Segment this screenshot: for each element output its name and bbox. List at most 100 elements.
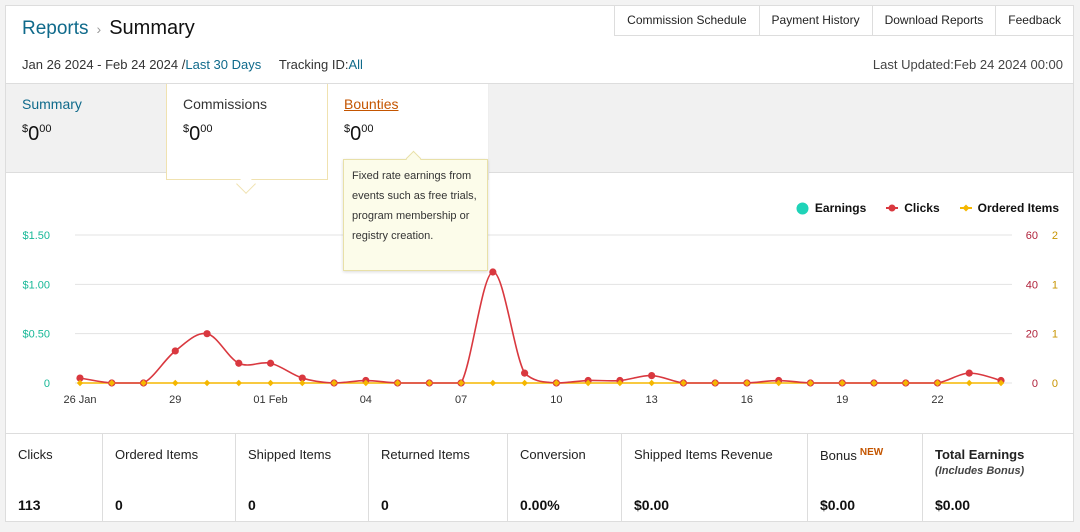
ordered-items-point <box>489 379 497 387</box>
ordered-items-point <box>966 379 973 387</box>
x-tick-label: 19 <box>836 394 848 406</box>
ordered-items-point <box>553 379 560 387</box>
clicks-point <box>298 374 306 382</box>
last-30-days-link[interactable]: Last 30 Days <box>185 57 262 72</box>
commissions-tile[interactable]: Commissions $000 <box>166 84 328 180</box>
clicks-point <box>266 359 275 367</box>
legend-ordered-items[interactable]: Ordered Items <box>959 201 1059 215</box>
metric-value: 113 <box>18 497 41 513</box>
metric-ordered-items: Ordered Items 0 <box>103 434 236 522</box>
clicks-marker-icon <box>886 204 899 212</box>
summary-tile-label: Summary <box>22 96 82 112</box>
ordered-items-point <box>934 379 941 387</box>
ordered-items-point <box>902 379 909 387</box>
y-right-items-tick: 1 <box>1052 329 1058 341</box>
ordered-items-point <box>172 379 179 387</box>
commissions-amount: $000 <box>183 123 213 145</box>
metric-shipped-items: Shipped Items 0 <box>236 434 369 522</box>
x-tick-label: 29 <box>169 394 181 406</box>
y-left-tick: $1.00 <box>22 279 50 291</box>
metric-label: Bonus <box>820 448 857 463</box>
metric-label: Returned Items <box>381 447 470 462</box>
ordered-items-point <box>76 379 84 387</box>
bounties-tooltip: Fixed rate earnings from events such as … <box>343 159 488 271</box>
bounties-tile-label[interactable]: Bounties <box>344 96 399 112</box>
ordered-items-marker-icon <box>959 204 972 212</box>
ordered-items-point <box>394 379 401 387</box>
ordered-items-point <box>648 379 655 387</box>
metrics-row: Clicks 113 Ordered Items 0 Shipped Items… <box>6 433 1073 522</box>
y-left-tick: $0.50 <box>22 329 50 341</box>
y-right-items-tick: 0 <box>1052 378 1058 390</box>
x-tick-label: 26 Jan <box>63 394 96 406</box>
bounties-amount: $000 <box>344 123 374 145</box>
ordered-items-point <box>775 379 782 387</box>
ordered-items-point <box>997 379 1005 387</box>
metric-value: $0.00 <box>820 497 856 513</box>
y-right-clicks-tick: 40 <box>1026 279 1038 291</box>
metric-label: Shipped Items Revenue <box>634 447 773 462</box>
x-tick-label: 13 <box>646 394 658 406</box>
metric-clicks: Clicks 113 <box>6 434 103 522</box>
x-tick-label: 22 <box>931 394 943 406</box>
new-badge: NEW <box>859 447 884 458</box>
y-right-items-tick: 2 <box>1052 230 1058 242</box>
ordered-items-point <box>426 379 433 387</box>
tracking-id-label: Tracking ID: <box>278 57 349 72</box>
metric-label: Clicks <box>18 447 53 462</box>
metric-returned-items: Returned Items 0 <box>369 434 508 522</box>
metric-value: 0 <box>248 497 256 513</box>
ordered-items-point <box>807 379 814 387</box>
y-right-clicks-tick: 60 <box>1026 230 1038 242</box>
ordered-items-point <box>362 379 370 387</box>
ordered-items-point <box>267 379 274 387</box>
summary-strip: Summary $000 Commissions $000 Bounties $… <box>6 83 1073 180</box>
ordered-items-point <box>680 379 687 387</box>
ordered-items-point <box>330 379 338 387</box>
clicks-point <box>235 359 243 367</box>
clicks-point <box>203 330 211 338</box>
clicks-point <box>76 374 84 382</box>
ordered-items-point <box>108 379 115 387</box>
clicks-point <box>965 369 973 377</box>
breadcrumb-reports-link[interactable]: Reports <box>22 17 89 39</box>
y-right-clicks-tick: 20 <box>1026 329 1038 341</box>
metric-value: 0 <box>115 497 123 513</box>
ordered-items-point <box>743 379 751 387</box>
y-right-items-tick: 1 <box>1052 279 1058 291</box>
earnings-dot-icon <box>796 202 809 214</box>
clicks-point <box>648 372 656 380</box>
commission-schedule-tab[interactable]: Commission Schedule <box>614 6 759 36</box>
reports-card: Reports › Summary Commission Schedule Pa… <box>5 5 1074 522</box>
summary-tile[interactable]: Summary $000 <box>6 84 166 173</box>
metric-value: 0.00% <box>520 497 560 513</box>
last-updated-text: Last Updated:Feb 24 2024 00:00 <box>872 57 1063 72</box>
clicks-line <box>79 271 1002 384</box>
summary-amount: $000 <box>22 123 52 145</box>
metric-total-earnings: Total Earnings (Includes Bonus) $0.00 <box>923 434 1073 522</box>
date-range-text: Jan 26 2024 - Feb 24 2024 / <box>22 57 186 72</box>
metric-label: Ordered Items <box>115 447 199 462</box>
ordered-items-point <box>299 379 306 387</box>
tracking-id-link[interactable]: All <box>348 57 363 72</box>
page-title: Summary <box>109 17 195 39</box>
ordered-items-point <box>140 379 147 387</box>
metric-value: $0.00 <box>935 497 971 513</box>
y-left-tick: $1.50 <box>22 230 50 242</box>
metric-sublabel: (Includes Bonus) <box>935 465 1025 477</box>
feedback-tab[interactable]: Feedback <box>995 6 1073 36</box>
metric-shipped-revenue: Shipped Items Revenue $0.00 <box>622 434 808 522</box>
x-tick-label: 04 <box>360 394 372 406</box>
legend-clicks[interactable]: Clicks <box>886 201 940 215</box>
metric-value: $0.00 <box>634 497 670 513</box>
ordered-items-point <box>235 379 242 387</box>
y-left-tick: 0 <box>44 378 50 390</box>
legend-earnings[interactable]: Earnings <box>796 201 866 215</box>
payment-history-tab[interactable]: Payment History <box>758 6 872 36</box>
clicks-point <box>489 268 497 276</box>
ordered-items-point <box>616 379 624 387</box>
x-tick-label: 07 <box>455 394 467 406</box>
x-tick-label: 10 <box>550 394 562 406</box>
ordered-items-point <box>711 379 719 387</box>
download-reports-tab[interactable]: Download Reports <box>871 6 996 36</box>
